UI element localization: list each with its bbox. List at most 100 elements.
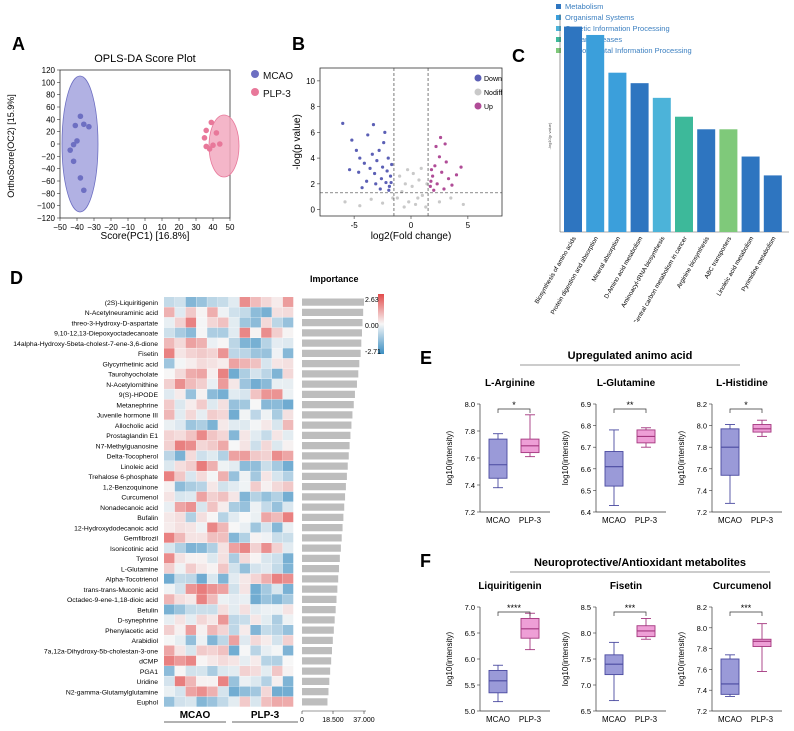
d-heat-cell: [261, 604, 272, 615]
box-ytick-label: 8.0: [697, 422, 707, 431]
panel-a-ylabel: OrthoScore(OC2) [15.9%]: [6, 94, 16, 198]
d-importance-bar: [302, 606, 336, 614]
d-heat-cell: [185, 686, 197, 697]
d-heat-cell: [272, 471, 283, 482]
d-heat-cell: [261, 481, 272, 492]
d-heat-cell: [174, 317, 186, 328]
d-heat-cell: [250, 635, 261, 646]
d-heat-cell: [196, 563, 207, 574]
plp3-point: [203, 127, 209, 134]
d-heat-cell: [272, 614, 283, 625]
d-importance-bar: [302, 503, 345, 511]
d-heat-cell: [196, 532, 207, 543]
d-importance-bar: [302, 647, 332, 655]
d-heat-cell: [174, 543, 186, 553]
d-heat-cell: [164, 573, 175, 584]
volcano-point-up: [431, 174, 435, 178]
d-heat-cell: [174, 614, 186, 625]
d-heat-cell: [250, 604, 261, 615]
d-heat-cell: [185, 389, 197, 400]
d-heat-cell: [218, 625, 229, 635]
d-heat-cell: [228, 584, 240, 594]
d-heat-cell: [282, 532, 294, 543]
c-legend-label: Genetic Information Processing: [565, 24, 670, 33]
d-importance-bar: [302, 524, 343, 532]
d-heat-cell: [196, 307, 207, 318]
significance-bracket: [497, 408, 531, 413]
d-heat-cell: [272, 512, 283, 523]
d-heat-cell: [250, 348, 261, 359]
d-heat-cell: [261, 430, 272, 441]
d-importance-bar: [302, 421, 352, 429]
d-heat-cell: [272, 317, 283, 328]
a-ytick-label: 40: [46, 115, 55, 124]
d-heat-cell: [164, 604, 175, 615]
d-heat-cell: [282, 348, 294, 359]
legend-mcao-dot: [251, 70, 259, 78]
d-heat-cell: [250, 297, 261, 307]
d-heat-cell: [185, 338, 197, 348]
a-xtick-label: −30: [87, 223, 101, 232]
b-legend-dot: [474, 102, 482, 110]
significance-bracket: [729, 408, 763, 413]
d-heat-cell: [282, 379, 294, 389]
d-heat-cell: [185, 563, 197, 574]
d-heat-cell: [282, 645, 294, 656]
a-xtick-label: 0: [143, 223, 148, 232]
d-heat-cell: [196, 584, 207, 594]
d-heat-cell: [185, 696, 197, 707]
d-heat-cell: [272, 594, 283, 605]
d-heat-cell: [207, 676, 218, 687]
d-heat-cell: [261, 389, 272, 400]
d-heat-cell: [185, 614, 197, 625]
box-plot-title: Curcumenol: [713, 581, 772, 592]
d-heat-cell: [207, 338, 218, 348]
d-heat-cell: [282, 543, 294, 553]
b-ytick-label: 8: [311, 103, 316, 112]
box-ytick-label: 8.0: [697, 624, 707, 633]
volcano-point-nodiff: [420, 193, 424, 198]
d-heat-cell: [218, 655, 229, 666]
d-heat-cell: [261, 666, 272, 676]
d-heat-cell: [218, 635, 229, 646]
d-heat-cell: [185, 502, 197, 512]
d-heat-cell: [250, 379, 261, 389]
box-ytick-label: 8.0: [581, 629, 591, 638]
d-importance-bar: [302, 349, 361, 357]
c-bar: [675, 116, 693, 232]
d-heat-cell: [250, 522, 261, 533]
d-heat-cell: [207, 696, 218, 707]
d-heat-cell: [282, 604, 294, 615]
d-heat-cell: [174, 338, 186, 348]
significance-bracket: [613, 408, 647, 413]
box-ytick-label: 6.0: [465, 655, 475, 664]
d-heat-cell: [272, 563, 283, 574]
d-heat-cell: [207, 604, 218, 615]
d-heat-cell: [228, 338, 240, 348]
d-heat-cell: [250, 584, 261, 594]
d-heat-cell: [282, 502, 294, 512]
box-group-label: MCAO: [718, 715, 742, 724]
volcano-point-nodiff: [343, 200, 347, 204]
d-heat-cell: [228, 297, 240, 307]
d-heat-cell: [218, 502, 229, 512]
d-heat-cell: [239, 389, 251, 400]
d-heat-cell: [164, 645, 175, 656]
d-heat-cell: [282, 686, 294, 697]
volcano-point-up: [438, 135, 443, 140]
volcano-point-down: [374, 182, 378, 186]
d-heat-cell: [218, 461, 229, 471]
box-ytick-label: 6.4: [581, 508, 591, 517]
d-heat-cell: [164, 368, 175, 379]
d-heat-cell: [272, 399, 283, 410]
d-heat-cell: [164, 686, 175, 697]
box-group-label: MCAO: [718, 516, 742, 525]
box-plot-title: L-Glutamine: [597, 378, 656, 389]
d-heat-cell: [164, 327, 175, 338]
d-heat-cell: [185, 676, 197, 687]
d-row-label: trans-trans-Muconic acid: [84, 587, 159, 594]
box-plot-ylabel: log10(intensity): [677, 632, 686, 687]
d-heat-cell: [261, 543, 272, 553]
d-heat-cell: [228, 358, 240, 369]
volcano-point-up: [442, 187, 446, 191]
